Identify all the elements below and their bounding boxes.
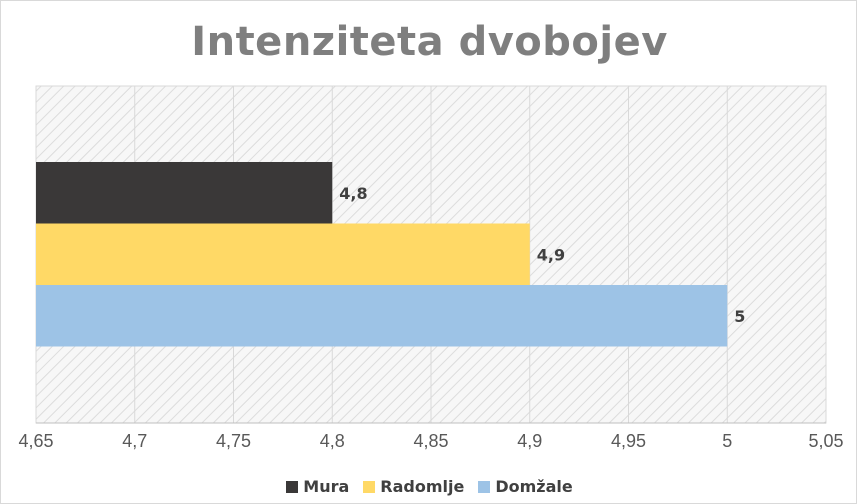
data-labels: 4,8 4,9 5: [339, 184, 745, 326]
legend-swatch: [363, 480, 376, 493]
legend-label: Mura: [303, 477, 350, 496]
x-tick-label: 4,7: [122, 431, 147, 451]
bar-dom-ale: [36, 285, 728, 347]
chart-plot: 4,84,95 4,65 4,7 4,75 4,8 4,85 4,9 4,95 5 5,05: [18, 85, 844, 451]
bar-radomlje: [36, 223, 530, 285]
legend-item: Domžale: [478, 477, 573, 496]
data-label: 4,9: [537, 245, 565, 264]
legend-swatch: [478, 480, 491, 493]
legend-label: Domžale: [495, 477, 573, 496]
bars: [36, 162, 728, 347]
data-label: 4,8: [339, 184, 367, 203]
x-tick-label: 4,75: [216, 431, 251, 451]
x-tick-label: 4,85: [413, 431, 448, 451]
x-tick-label: 4,95: [611, 431, 646, 451]
data-label: 5: [734, 307, 745, 326]
x-tick-label: 4,65: [18, 431, 53, 451]
legend-label: Radomlje: [380, 477, 465, 496]
chart-title: Intenziteta dvobojev: [191, 19, 668, 65]
x-tick-label: 5: [722, 431, 732, 451]
bar-mura: [36, 162, 333, 224]
x-tick-label: 5,05: [808, 431, 843, 451]
x-tick-label: 4,9: [517, 431, 542, 451]
legend-swatch: [286, 480, 299, 493]
legend-item: Radomlje: [363, 477, 464, 496]
x-axis-tick-labels: 4,65 4,7 4,75 4,8 4,85 4,9 4,95 5 5,05: [18, 431, 843, 451]
legend-item: Mura: [286, 477, 349, 496]
x-tick-label: 4,8: [320, 431, 345, 451]
legend: Mura Radomlje Domžale: [1, 477, 857, 496]
